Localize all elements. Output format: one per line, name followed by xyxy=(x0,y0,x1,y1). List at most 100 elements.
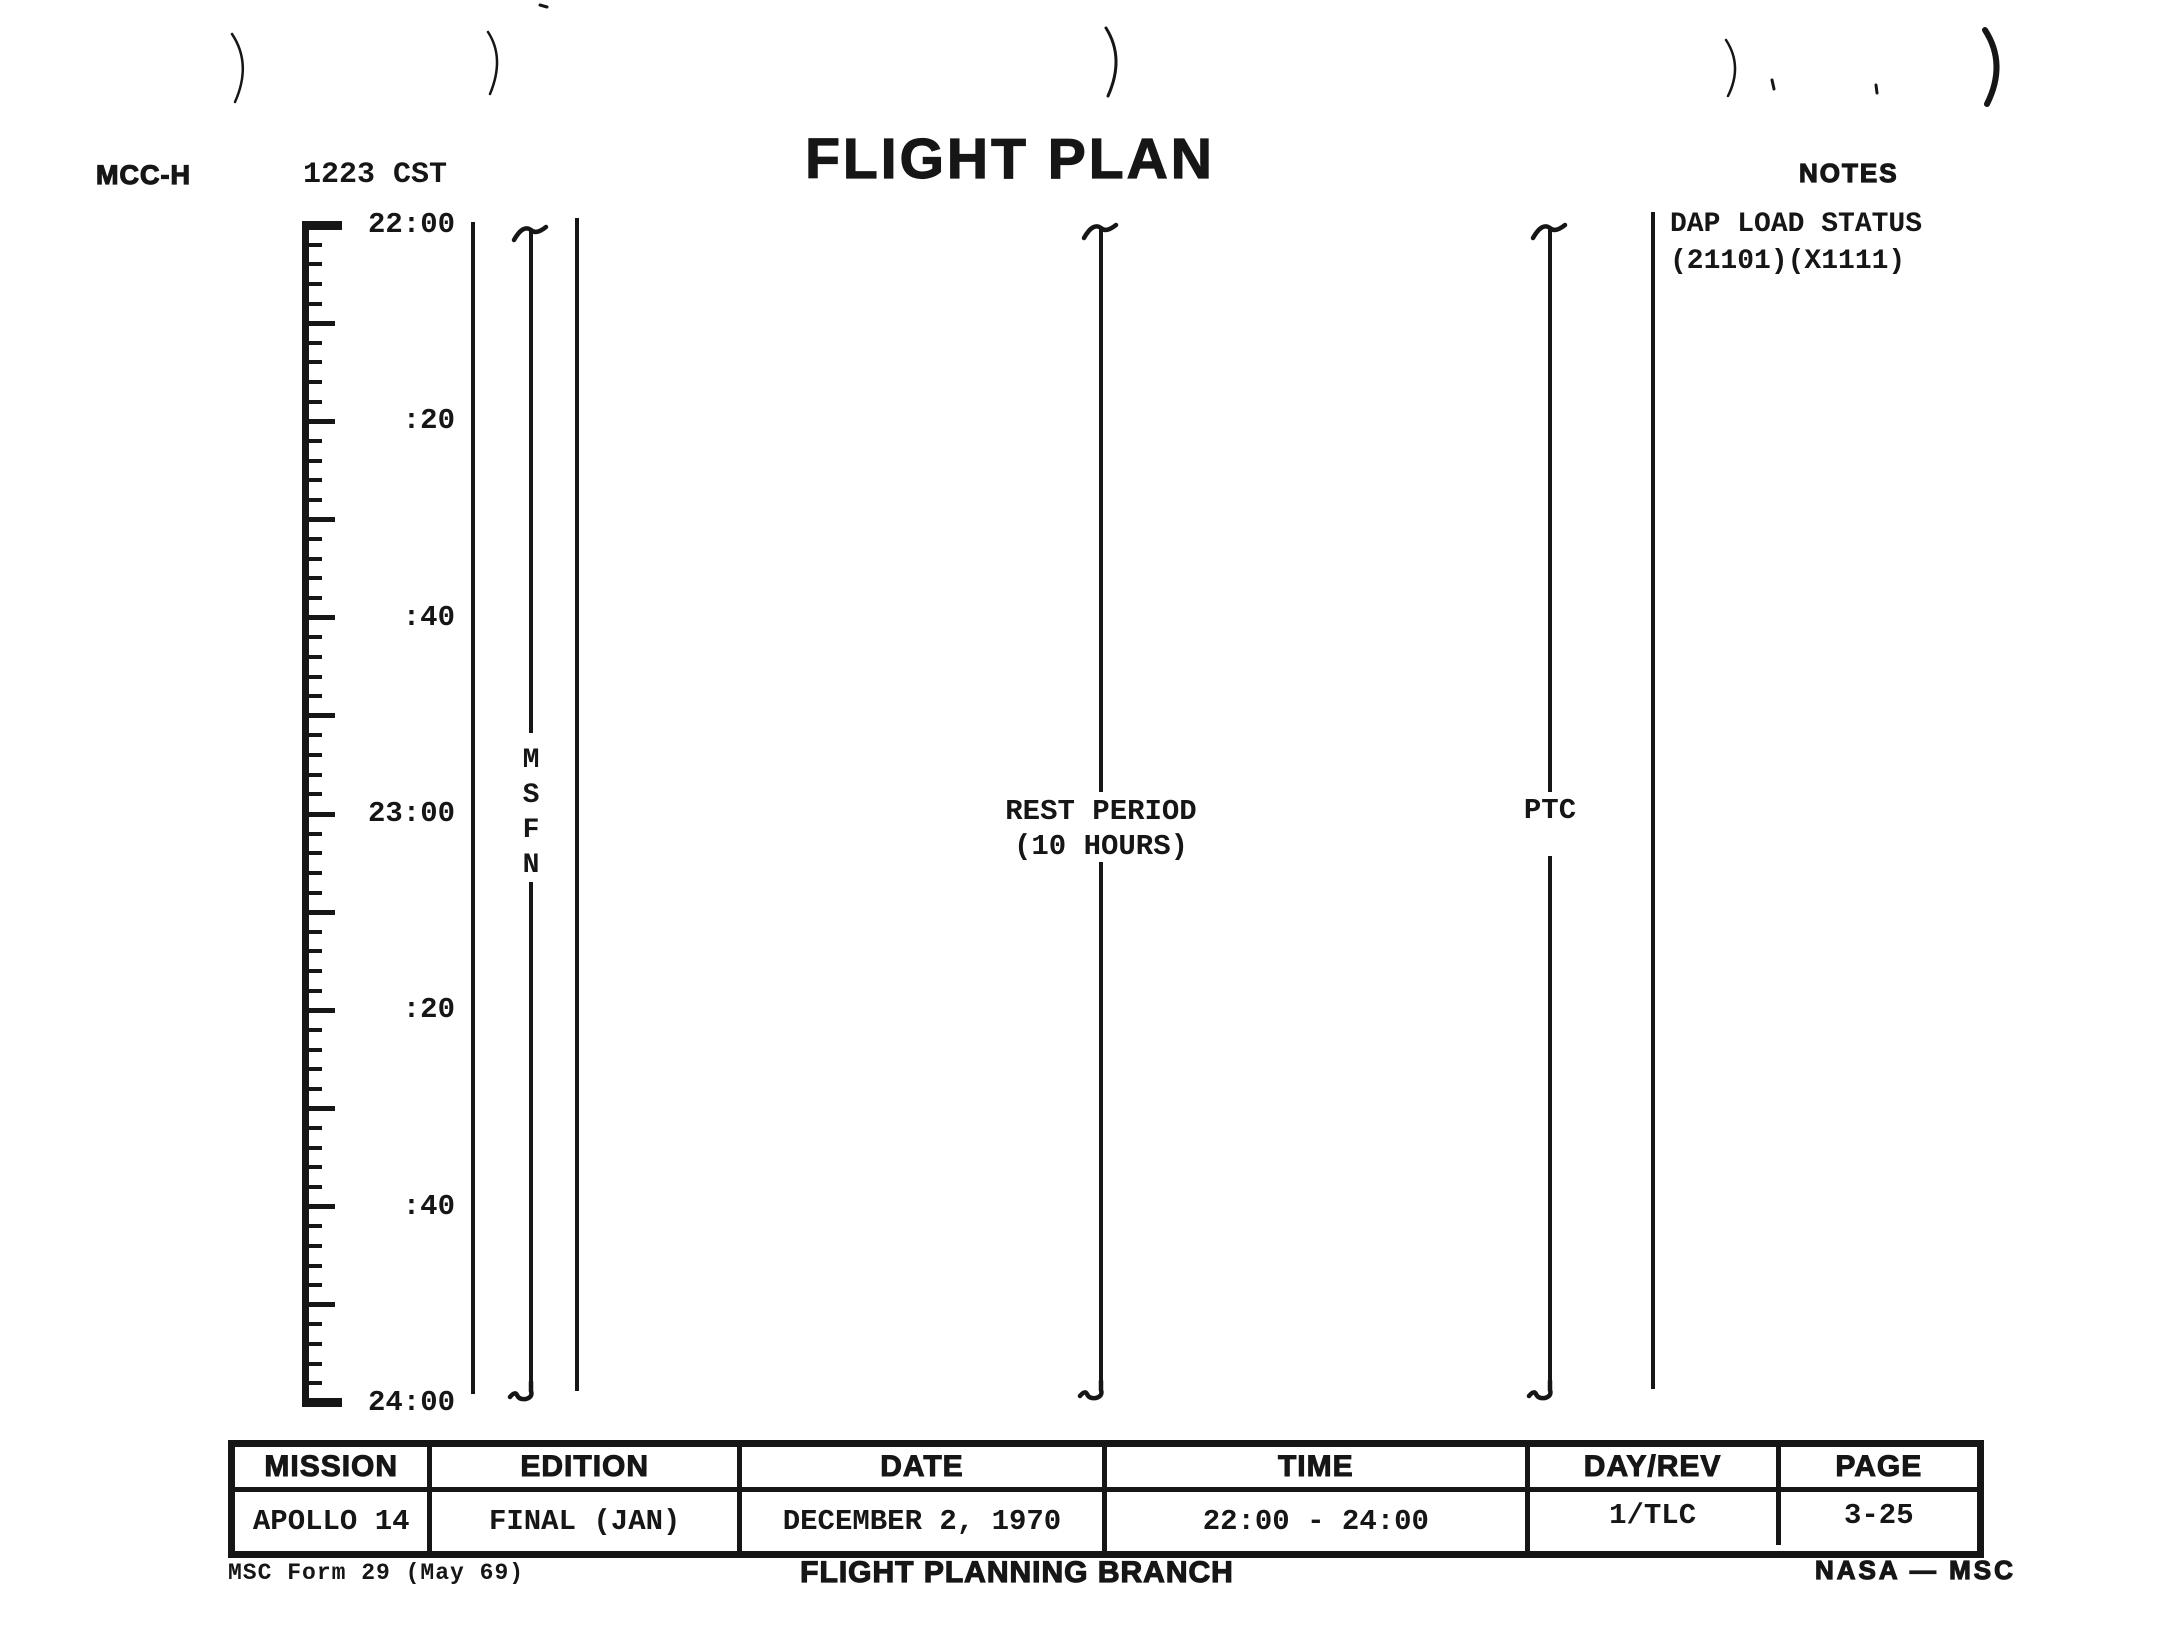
ruler-minor-tick xyxy=(309,556,322,561)
ruler-minor-tick xyxy=(309,1126,322,1131)
table-header-time: TIME xyxy=(1107,1447,1530,1487)
ruler-minor-tick xyxy=(309,654,322,659)
ruler-minor-tick xyxy=(309,1381,322,1386)
scan-speck xyxy=(538,3,549,9)
activity-column-line-left xyxy=(471,222,475,1394)
ruler-minor-tick xyxy=(309,1145,322,1150)
time-tick-label: :40 xyxy=(402,600,455,634)
ruler-minor-tick xyxy=(309,281,322,286)
scan-curl-mark xyxy=(230,32,245,104)
ruler-major-tick xyxy=(309,713,335,719)
ruler-minor-tick xyxy=(309,674,322,679)
ruler-major-tick xyxy=(309,517,335,522)
table-value-edition: FINAL (JAN) xyxy=(432,1492,742,1551)
msfn-letter: N xyxy=(522,850,540,881)
rest-period-line2: (10 HOURS) xyxy=(1013,830,1189,863)
ruler-minor-tick xyxy=(309,635,322,640)
form-number: MSC Form 29 (May 69) xyxy=(228,1560,525,1586)
ruler-minor-tick xyxy=(309,301,322,306)
scan-speck xyxy=(1770,78,1776,91)
ruler-spine xyxy=(302,221,309,1407)
ruler-minor-tick xyxy=(309,929,322,934)
msfn-letter: F xyxy=(522,815,540,846)
ruler-major-tick xyxy=(309,320,335,326)
ruler-major-tick xyxy=(309,418,335,424)
ruler-minor-tick xyxy=(309,1086,322,1091)
ruler-corner-bottom xyxy=(302,1398,342,1407)
ruler-major-tick xyxy=(309,1302,335,1308)
ruler-minor-tick xyxy=(309,1067,322,1072)
msfn-letter: S xyxy=(522,780,540,811)
scan-curl-mark xyxy=(1982,27,2000,107)
note-text-line1: DAP LOAD STATUS xyxy=(1670,209,1923,240)
ruler-minor-tick xyxy=(309,1263,322,1268)
table-header-page: PAGE xyxy=(1835,1450,1923,1484)
ruler-minor-tick xyxy=(309,772,322,777)
ruler-minor-tick xyxy=(309,851,322,856)
time-tick-label: 22:00 xyxy=(367,207,455,241)
note-text-line2: (21101)(X1111) xyxy=(1670,246,1906,277)
table-value-mission: APOLLO 14 xyxy=(235,1492,433,1551)
notes-divider-line xyxy=(1651,212,1655,1389)
ruler-minor-tick xyxy=(309,1027,322,1032)
ptc-line-lower xyxy=(1548,856,1552,1390)
agency-label: NASA — MSC xyxy=(1814,1554,2016,1585)
ruler-minor-tick xyxy=(309,458,322,463)
ruler-minor-tick xyxy=(309,478,322,483)
cst-time-label: 1223 CST xyxy=(303,158,448,192)
ruler-minor-tick xyxy=(309,576,322,581)
ruler-minor-tick xyxy=(309,399,322,404)
ruler-minor-tick xyxy=(309,1322,322,1327)
table-value-date: DECEMBER 2, 1970 xyxy=(742,1492,1108,1551)
ruler-major-tick xyxy=(309,811,335,817)
activity-column-line-right xyxy=(575,218,579,1391)
time-tick-label: :20 xyxy=(402,993,455,1027)
ruler-minor-tick xyxy=(309,831,322,836)
ruler-major-tick xyxy=(309,615,335,621)
note-text: DAP LOAD STATUS (21101)(X1111) xyxy=(1670,206,1922,280)
time-tick-label: 23:00 xyxy=(367,796,455,830)
ruler-minor-tick xyxy=(309,870,322,875)
ruler-minor-tick xyxy=(309,242,322,247)
ruler-minor-tick xyxy=(309,1361,322,1366)
ruler-minor-tick xyxy=(309,694,322,699)
table-header-row: MISSION EDITION DATE TIME DAY/REV PAGE xyxy=(235,1447,1977,1492)
ruler-minor-tick xyxy=(309,733,322,738)
ruler-minor-tick xyxy=(309,1224,322,1229)
rest-period-line-upper xyxy=(1099,228,1103,792)
scan-curl-mark xyxy=(1104,26,1118,98)
ruler-minor-tick xyxy=(309,340,322,345)
ruler-major-tick xyxy=(309,1106,335,1111)
table-value-time: 22:00 - 24:00 xyxy=(1107,1492,1530,1551)
ruler-minor-tick xyxy=(309,1047,322,1052)
table-value-page: 3-25 xyxy=(1844,1499,1914,1532)
ruler-minor-tick xyxy=(309,438,322,443)
msfn-letter: M xyxy=(522,745,540,776)
time-tick-label: :40 xyxy=(402,1189,455,1223)
ruler-minor-tick xyxy=(309,792,322,797)
rest-period-label: REST PERIOD (10 HOURS) xyxy=(901,794,1301,864)
ruler-minor-tick xyxy=(309,949,322,954)
ruler-minor-tick xyxy=(309,1342,322,1347)
station-label: MCC-H xyxy=(95,159,191,190)
ruler-minor-tick xyxy=(309,380,322,385)
branch-title: FLIGHT PLANNING BRANCH xyxy=(800,1555,1234,1589)
notes-label: NOTES xyxy=(1798,157,1899,188)
ruler-minor-tick xyxy=(309,890,322,895)
ruler-minor-tick xyxy=(309,988,322,993)
page-title: FLIGHT PLAN xyxy=(805,126,1215,191)
table-header-date: DATE xyxy=(742,1447,1108,1487)
ruler-major-tick xyxy=(309,1007,335,1013)
ruler-minor-tick xyxy=(309,1185,322,1190)
ruler-minor-tick xyxy=(309,497,322,502)
msfn-coverage-line-lower xyxy=(529,882,533,1391)
ruler-minor-tick xyxy=(309,262,322,267)
table-header-day-rev: DAY/REV xyxy=(1530,1447,1781,1487)
time-tick-label: 24:00 xyxy=(367,1385,455,1419)
ruler-corner-top xyxy=(302,221,342,230)
time-tick-label: :20 xyxy=(402,404,455,438)
ruler-minor-tick xyxy=(309,596,322,601)
rest-period-line-lower xyxy=(1099,862,1103,1390)
ruler-major-tick xyxy=(309,909,335,915)
